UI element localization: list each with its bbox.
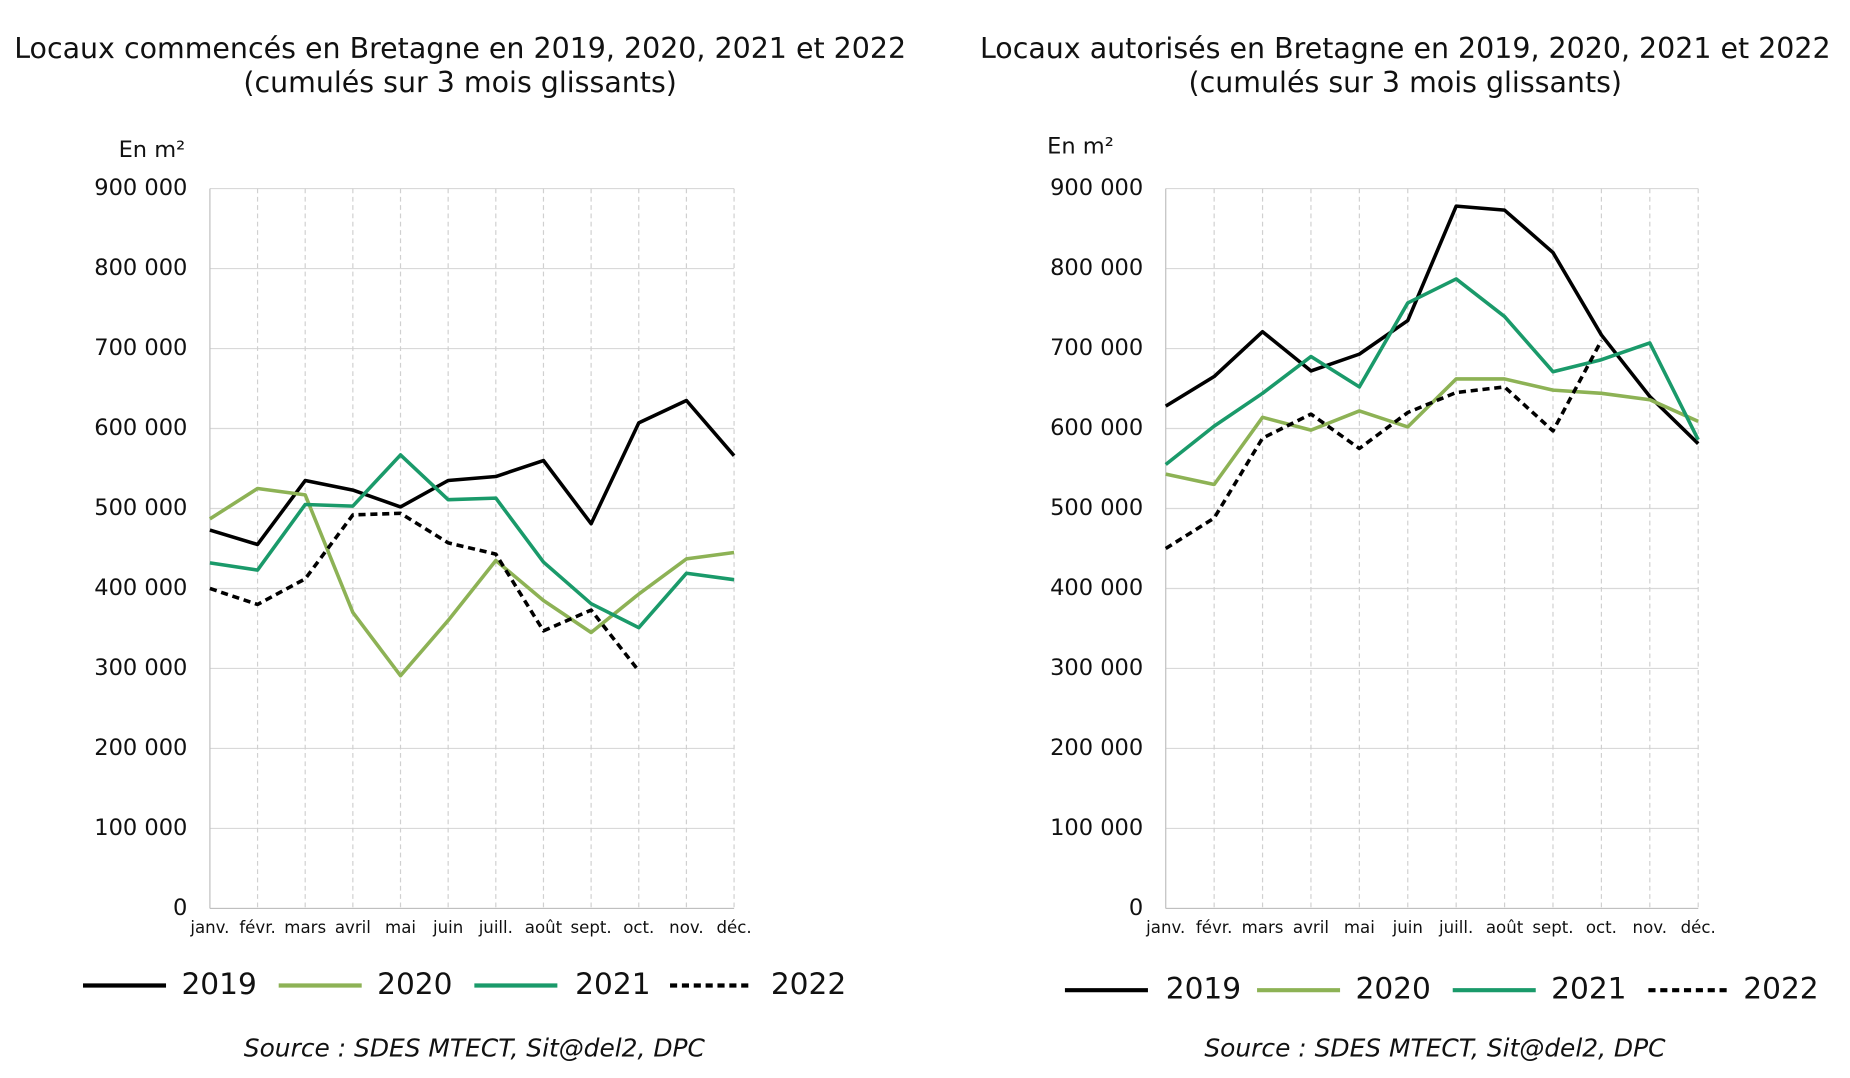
legend-label: 2021 (575, 966, 650, 1001)
y-tick-label: 900 000 (94, 175, 187, 201)
legend-label: 2019 (1166, 971, 1241, 1006)
x-tick-label: juill. (1438, 918, 1473, 937)
y-tick-label: 800 000 (94, 255, 187, 281)
source-note: Source : SDES MTECT, Sit@del2, DPC (1204, 1034, 1666, 1063)
x-tick-label: août (525, 918, 563, 937)
x-tick-label: févr. (1196, 918, 1232, 937)
x-tick-label: févr. (239, 918, 275, 937)
x-tick-label: mai (1344, 918, 1375, 937)
y-tick-label: 600 000 (94, 415, 187, 441)
legend-label: 2020 (377, 966, 452, 1001)
y-tick-label: 200 000 (94, 735, 187, 761)
chart-subtitle: (cumulés sur 3 mois glissants) (1189, 66, 1623, 99)
x-tick-label: oct. (1586, 918, 1617, 937)
y-tick-label: 700 000 (1050, 335, 1143, 361)
y-tick-label: 600 000 (1050, 415, 1143, 441)
y-tick-label: 500 000 (1050, 495, 1143, 521)
x-tick-label: avril (1293, 918, 1329, 937)
series-line (209, 453, 735, 630)
x-tick-label: mai (385, 918, 416, 937)
legend-label: 2019 (181, 966, 256, 1001)
x-tick-label: avril (335, 918, 371, 937)
x-tick-label: janv. (189, 918, 229, 937)
x-tick-label: déc. (717, 918, 752, 937)
y-tick-label: 0 (173, 895, 187, 921)
y-axis-label: En m² (1047, 134, 1114, 160)
y-tick-label: 300 000 (94, 655, 187, 681)
chart-title: Locaux commencés en Bretagne en 2019, 20… (14, 32, 906, 65)
x-tick-label: nov. (1633, 918, 1667, 937)
y-tick-label: 0 (1129, 895, 1143, 921)
x-tick-label: oct. (623, 918, 654, 937)
series-line (1164, 339, 1603, 550)
series-line (1165, 377, 1699, 487)
x-tick-label: mars (1242, 918, 1284, 937)
chart-title: Locaux autorisés en Bretagne en 2019, 20… (980, 32, 1831, 65)
series-line (209, 398, 736, 547)
y-tick-label: 300 000 (1050, 655, 1143, 681)
series-line (1164, 204, 1700, 445)
chart-subtitle: (cumulés sur 3 mois glissants) (243, 66, 677, 99)
series-line (209, 511, 641, 672)
series-line (1164, 277, 1700, 466)
y-tick-label: 100 000 (94, 815, 187, 841)
y-axis-label: En m² (119, 137, 186, 163)
y-tick-label: 200 000 (1050, 735, 1143, 761)
legend-label: 2020 (1355, 971, 1430, 1006)
x-tick-label: sept. (1532, 918, 1573, 937)
x-tick-label: juin (432, 918, 463, 937)
y-tick-label: 900 000 (1050, 175, 1143, 201)
x-tick-label: janv. (1145, 918, 1185, 937)
series-line (208, 486, 735, 678)
x-tick-label: août (1486, 918, 1524, 937)
x-tick-label: juill. (478, 918, 513, 937)
y-tick-label: 700 000 (94, 335, 187, 361)
y-tick-label: 500 000 (94, 495, 187, 521)
x-tick-label: juin (1392, 918, 1423, 937)
legend-label: 2022 (771, 966, 846, 1001)
y-tick-label: 400 000 (94, 575, 187, 601)
x-tick-label: nov. (669, 918, 703, 937)
x-tick-label: sept. (571, 918, 612, 937)
source-note: Source : SDES MTECT, Sit@del2, DPC (244, 1034, 706, 1063)
legend-label: 2022 (1743, 971, 1818, 1006)
y-tick-label: 100 000 (1050, 815, 1143, 841)
y-tick-label: 800 000 (1050, 255, 1143, 281)
x-tick-label: mars (284, 918, 326, 937)
y-tick-label: 400 000 (1050, 575, 1143, 601)
legend-label: 2021 (1551, 971, 1626, 1006)
x-tick-label: déc. (1681, 918, 1716, 937)
